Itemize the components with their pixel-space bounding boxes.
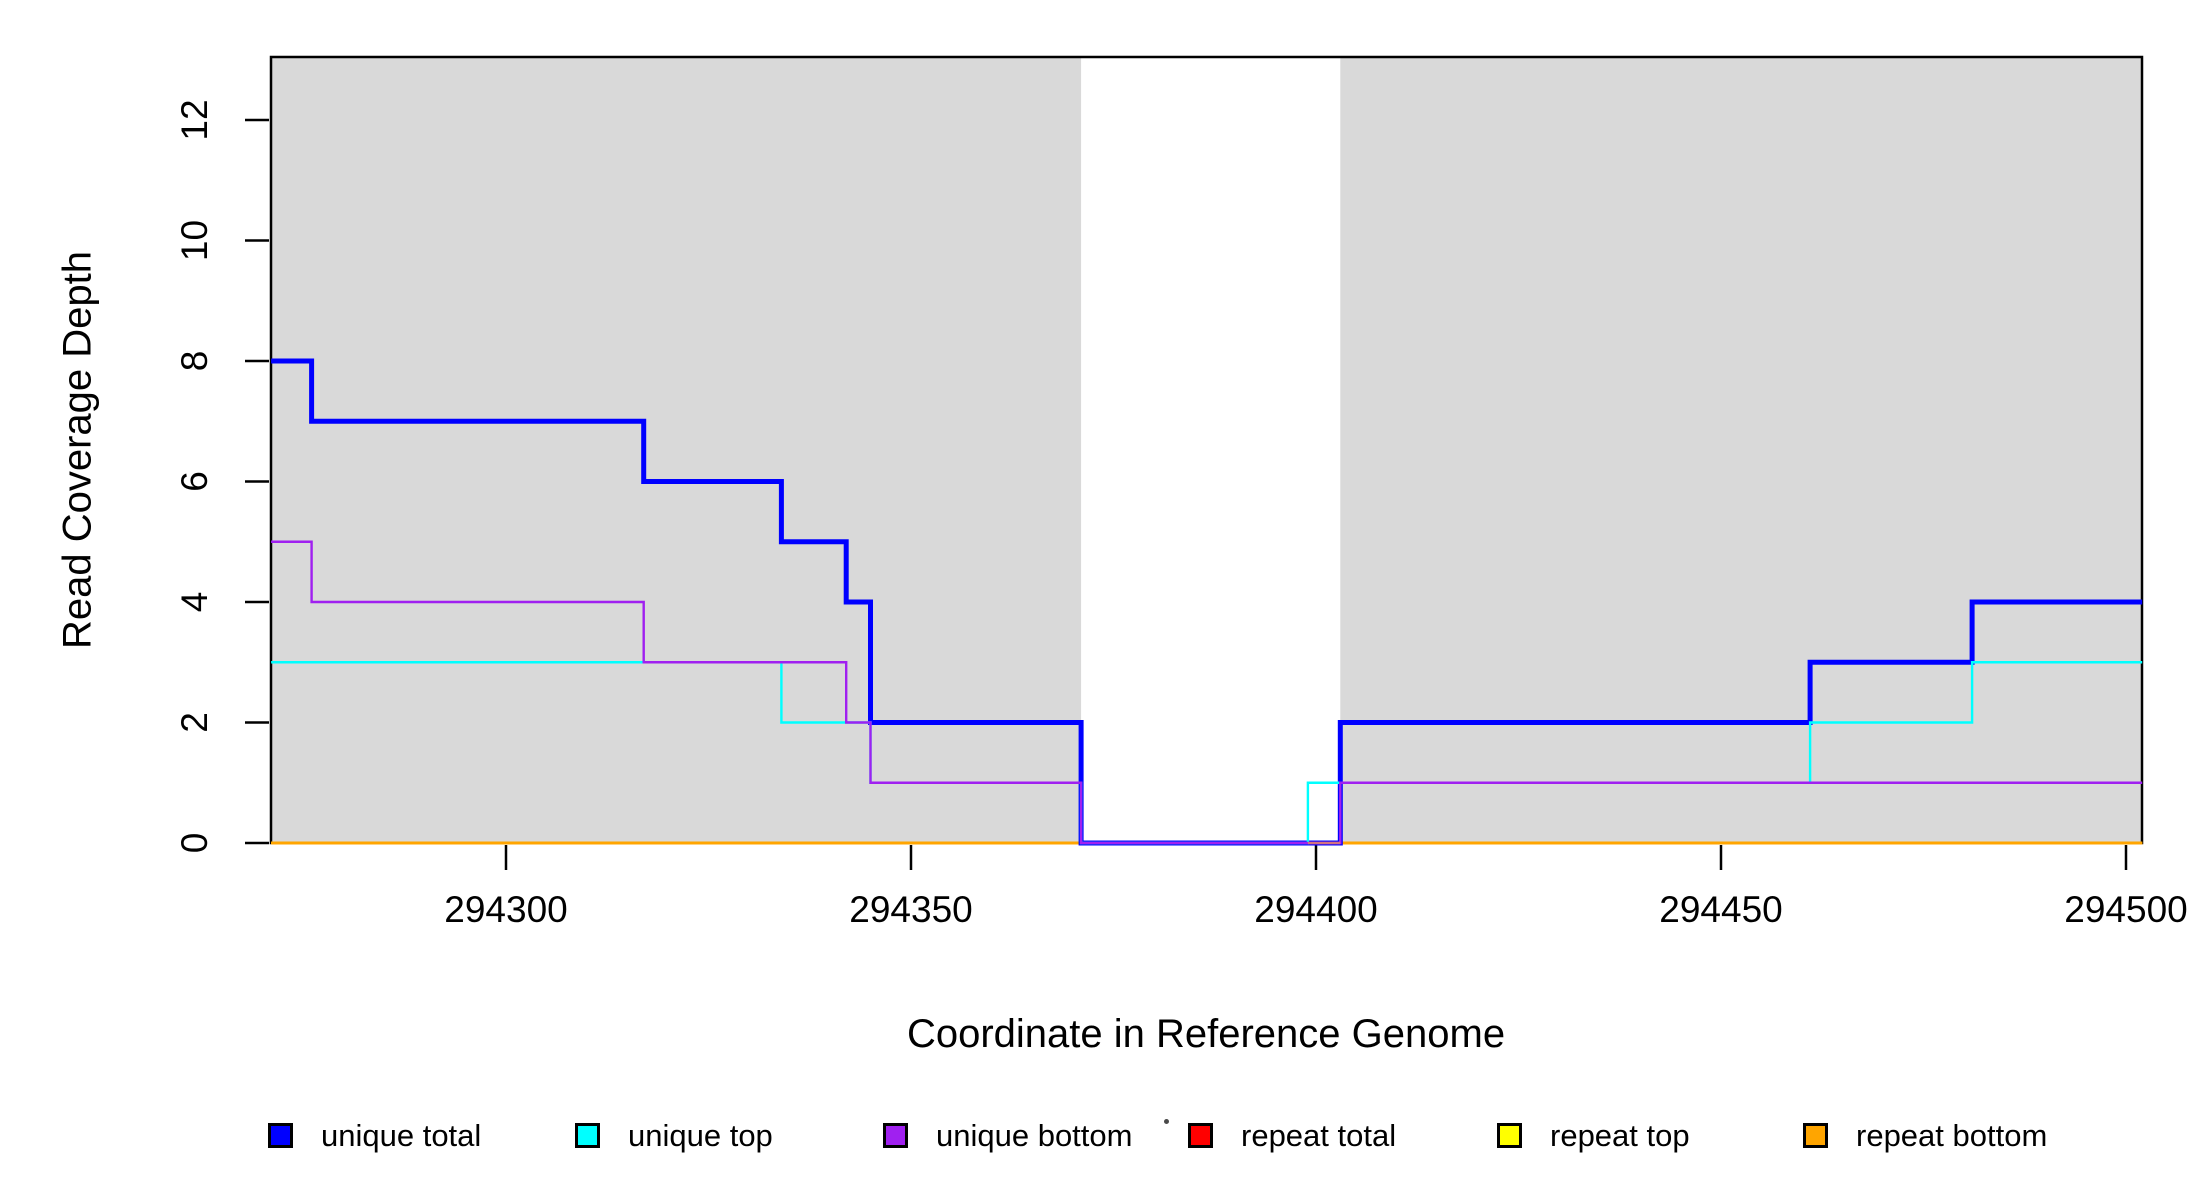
- x-axis-title: Coordinate in Reference Genome: [906, 1012, 1506, 1056]
- legend-item-repeat-top: repeat top: [1497, 1120, 1690, 1151]
- unique-total-swatch-icon: [268, 1123, 293, 1148]
- legend-label: repeat top: [1550, 1118, 1690, 1153]
- series-unique-bottom-line: [271, 540, 2143, 845]
- y-tick-label: 4: [174, 592, 215, 613]
- y-tick-label: 2: [174, 712, 215, 733]
- legend-item-unique-top: unique top: [575, 1120, 773, 1151]
- covered-region-band: [271, 57, 1082, 843]
- stray-dot-artifact: [1164, 1119, 1169, 1124]
- x-tick-label: 294350: [849, 889, 972, 930]
- x-tick-label: 294300: [444, 889, 567, 930]
- y-tick-label: 0: [174, 833, 215, 854]
- y-tick-label: 10: [174, 220, 215, 261]
- legend-item-unique-bottom: unique bottom: [883, 1120, 1132, 1151]
- y-tick-label: 6: [174, 471, 215, 492]
- repeat-total-swatch-icon: [1188, 1123, 1213, 1148]
- unique-bottom-swatch-icon: [883, 1123, 908, 1148]
- repeat-bottom-swatch-icon: [1803, 1123, 1828, 1148]
- legend-item-repeat-total: repeat total: [1188, 1120, 1396, 1151]
- x-tick-label: 294450: [1659, 889, 1782, 930]
- legend-label: repeat total: [1241, 1118, 1397, 1153]
- series-unique-total-line: [271, 358, 2143, 846]
- x-tick-label: 294400: [1254, 889, 1377, 930]
- y-tick-label: 12: [174, 99, 215, 140]
- legend-item-unique-total: unique total: [268, 1120, 481, 1151]
- covered-region-band: [1340, 57, 2143, 843]
- y-axis-title: Read Coverage Depth: [55, 250, 100, 650]
- legend-label: unique total: [321, 1118, 482, 1153]
- legend-item-repeat-bottom: repeat bottom: [1803, 1120, 2047, 1151]
- x-tick-label: 294500: [2064, 889, 2187, 930]
- legend-label: repeat bottom: [1856, 1118, 2048, 1153]
- legend-label: unique bottom: [936, 1118, 1133, 1153]
- repeat-top-swatch-icon: [1497, 1123, 1522, 1148]
- legend-label: unique top: [628, 1118, 773, 1153]
- unique-top-swatch-icon: [575, 1123, 600, 1148]
- y-tick-label: 8: [174, 351, 215, 372]
